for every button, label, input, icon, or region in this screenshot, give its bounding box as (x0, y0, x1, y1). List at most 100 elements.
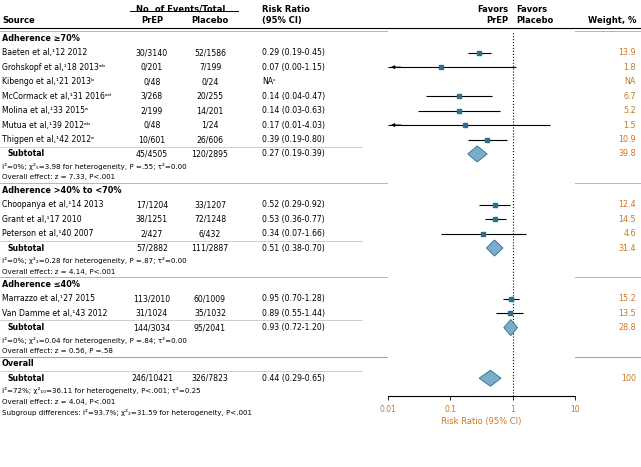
Text: Source: Source (2, 16, 35, 25)
Text: NA: NA (624, 77, 636, 86)
Text: 4.6: 4.6 (624, 229, 636, 238)
Text: 246/10421: 246/10421 (131, 374, 173, 383)
Text: Subtotal: Subtotal (8, 243, 46, 253)
Text: 111/2887: 111/2887 (192, 243, 229, 253)
Text: Peterson et al,¹40 2007: Peterson et al,¹40 2007 (2, 229, 94, 238)
Text: I²=0%; χ²₁=0.04 for heterogeneity, P =.84; τ²=0.00: I²=0%; χ²₁=0.04 for heterogeneity, P =.8… (2, 337, 187, 344)
Polygon shape (468, 146, 487, 162)
Text: 0.07 (0.00-1.15): 0.07 (0.00-1.15) (262, 63, 325, 71)
Text: Thigpen et al,¹42 2012ᵉ: Thigpen et al,¹42 2012ᵉ (2, 135, 94, 144)
Text: 14/201: 14/201 (196, 106, 224, 115)
Text: 0.29 (0.19-0.45): 0.29 (0.19-0.45) (262, 48, 325, 57)
Text: 1.8: 1.8 (624, 63, 636, 71)
Text: 20/255: 20/255 (197, 92, 224, 100)
Text: 0.17 (0.01-4.03): 0.17 (0.01-4.03) (262, 120, 325, 129)
Text: Subtotal: Subtotal (8, 323, 46, 332)
Text: 120/2895: 120/2895 (192, 149, 228, 158)
Polygon shape (504, 319, 517, 336)
Text: 26/606: 26/606 (197, 135, 224, 144)
Text: 31/1024: 31/1024 (136, 309, 168, 318)
Text: 95/2041: 95/2041 (194, 323, 226, 332)
Text: 38/1251: 38/1251 (136, 214, 168, 224)
Text: 60/1009: 60/1009 (194, 294, 226, 303)
Text: I²=0%; χ²₅=3.98 for heterogeneity, P =.55; τ²=0.00: I²=0%; χ²₅=3.98 for heterogeneity, P =.5… (2, 163, 187, 170)
Text: Overall effect: z = 0.56, P =.58: Overall effect: z = 0.56, P =.58 (2, 348, 113, 354)
Text: Kibengo et al,¹21 2013ᵇ: Kibengo et al,¹21 2013ᵇ (2, 77, 94, 86)
Text: 100: 100 (621, 374, 636, 383)
Text: 113/2010: 113/2010 (133, 294, 171, 303)
Text: Subgroup differences: I²=93.7%; χ²₂=31.59 for heterogeneity, P<.001: Subgroup differences: I²=93.7%; χ²₂=31.5… (2, 409, 252, 416)
Text: 0.39 (0.19-0.80): 0.39 (0.19-0.80) (262, 135, 325, 144)
Text: Adherence ≥70%: Adherence ≥70% (2, 34, 80, 43)
Text: 28.8: 28.8 (619, 323, 636, 332)
X-axis label: Risk Ratio (95% CI): Risk Ratio (95% CI) (441, 417, 522, 426)
Text: Favors
Placebo: Favors Placebo (517, 5, 554, 25)
Text: Mutua et al,¹39 2012ᵃᵇ: Mutua et al,¹39 2012ᵃᵇ (2, 120, 90, 129)
Text: 0.34 (0.07-1.66): 0.34 (0.07-1.66) (262, 229, 325, 238)
Text: 13.9: 13.9 (619, 48, 636, 57)
Text: 1/24: 1/24 (201, 120, 219, 129)
Text: Grohskopf et al,¹18 2013ᵃᵇ: Grohskopf et al,¹18 2013ᵃᵇ (2, 63, 105, 71)
Text: 0/201: 0/201 (141, 63, 163, 71)
Text: McCormack et al,¹31 2016ᵃᵈ: McCormack et al,¹31 2016ᵃᵈ (2, 92, 111, 100)
Text: 7/199: 7/199 (199, 63, 221, 71)
Text: 0.27 (0.19-0.39): 0.27 (0.19-0.39) (262, 149, 325, 158)
Text: PrEP: PrEP (141, 16, 163, 25)
Text: 0.14 (0.04-0.47): 0.14 (0.04-0.47) (262, 92, 325, 100)
Text: 0.44 (0.29-0.65): 0.44 (0.29-0.65) (262, 374, 325, 383)
Text: Van Damme et al,¹43 2012: Van Damme et al,¹43 2012 (2, 309, 108, 318)
Text: 0/48: 0/48 (144, 77, 161, 86)
Text: 14.5: 14.5 (619, 214, 636, 224)
Text: I²=72%; χ²₁₀=36.11 for heterogeneity, P<.001; τ²=0.25: I²=72%; χ²₁₀=36.11 for heterogeneity, P<… (2, 387, 201, 394)
Text: Favors
PrEP: Favors PrEP (478, 5, 509, 25)
Text: 3/268: 3/268 (141, 92, 163, 100)
Text: Subtotal: Subtotal (8, 149, 46, 158)
Text: 0.14 (0.03-0.63): 0.14 (0.03-0.63) (262, 106, 325, 115)
Text: 15.2: 15.2 (619, 294, 636, 303)
Text: Adherence ≤40%: Adherence ≤40% (2, 280, 80, 289)
Text: Choopanya et al,¹14 2013: Choopanya et al,¹14 2013 (2, 200, 103, 209)
Text: Placebo: Placebo (192, 16, 229, 25)
Text: 35/1032: 35/1032 (194, 309, 226, 318)
Text: 1.5: 1.5 (624, 120, 636, 129)
Text: 0/48: 0/48 (144, 120, 161, 129)
Text: 326/7823: 326/7823 (192, 374, 228, 383)
Text: 45/4505: 45/4505 (136, 149, 168, 158)
Text: Overall effect: z = 4.14, P<.001: Overall effect: z = 4.14, P<.001 (2, 269, 115, 275)
Text: Overall effect: z = 4.04, P<.001: Overall effect: z = 4.04, P<.001 (2, 399, 115, 405)
Text: Overall effect: z = 7.33, P<.001: Overall effect: z = 7.33, P<.001 (2, 175, 115, 180)
Text: 144/3034: 144/3034 (133, 323, 171, 332)
Text: 10.9: 10.9 (619, 135, 636, 144)
Text: Weight, %: Weight, % (588, 16, 636, 25)
Text: 0.93 (0.72-1.20): 0.93 (0.72-1.20) (262, 323, 325, 332)
Text: 72/1248: 72/1248 (194, 214, 226, 224)
Text: 0.53 (0.36-0.77): 0.53 (0.36-0.77) (262, 214, 324, 224)
Text: 5.2: 5.2 (623, 106, 636, 115)
Text: 6/432: 6/432 (199, 229, 221, 238)
Polygon shape (487, 240, 503, 256)
Text: 2/427: 2/427 (141, 229, 163, 238)
Text: 6.7: 6.7 (624, 92, 636, 100)
Text: 31.4: 31.4 (619, 243, 636, 253)
Text: 57/2882: 57/2882 (136, 243, 168, 253)
Text: Baeten et al,¹12 2012: Baeten et al,¹12 2012 (2, 48, 87, 57)
Text: Adherence >40% to <70%: Adherence >40% to <70% (2, 186, 122, 195)
Text: 2/199: 2/199 (141, 106, 163, 115)
Text: I²=0%; χ²₂=0.28 for heterogeneity, P =.87; τ²=0.00: I²=0%; χ²₂=0.28 for heterogeneity, P =.8… (2, 257, 187, 264)
Text: 0/24: 0/24 (201, 77, 219, 86)
Text: 0.89 (0.55-1.44): 0.89 (0.55-1.44) (262, 309, 325, 318)
Text: 10/601: 10/601 (138, 135, 165, 144)
Text: 39.8: 39.8 (619, 149, 636, 158)
Text: Subtotal: Subtotal (8, 374, 46, 383)
Text: Grant et al,¹17 2010: Grant et al,¹17 2010 (2, 214, 81, 224)
Text: 0.95 (0.70-1.28): 0.95 (0.70-1.28) (262, 294, 325, 303)
Text: 30/3140: 30/3140 (136, 48, 168, 57)
Text: NAᶜ: NAᶜ (262, 77, 276, 86)
Text: 17/1204: 17/1204 (136, 200, 168, 209)
Text: Risk Ratio
(95% CI): Risk Ratio (95% CI) (262, 5, 310, 25)
Text: 0.51 (0.38-0.70): 0.51 (0.38-0.70) (262, 243, 325, 253)
Text: Marrazzo et al,¹27 2015: Marrazzo et al,¹27 2015 (2, 294, 95, 303)
Text: 52/1586: 52/1586 (194, 48, 226, 57)
Text: 12.4: 12.4 (619, 200, 636, 209)
Text: 33/1207: 33/1207 (194, 200, 226, 209)
